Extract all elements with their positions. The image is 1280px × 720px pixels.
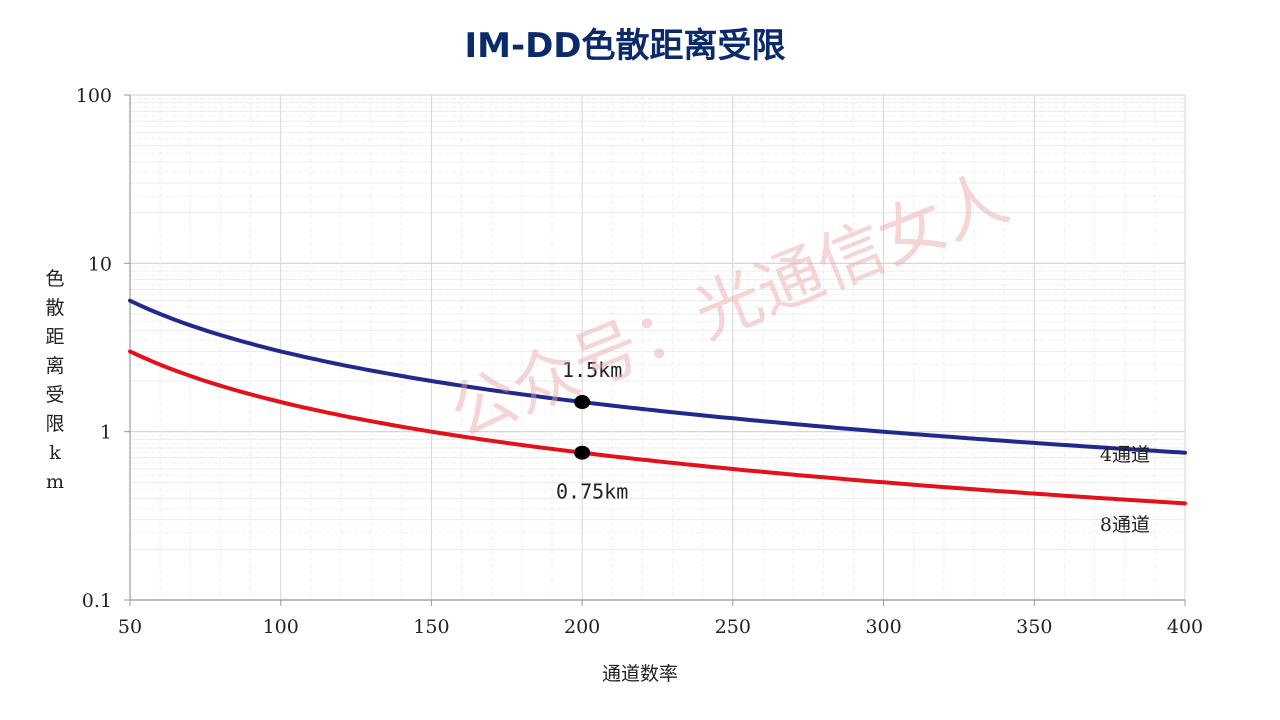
y-tick-label: 0.1	[82, 590, 112, 612]
data-point	[574, 395, 591, 410]
x-tick-label: 200	[564, 616, 600, 638]
x-axis-label: 通道数率	[602, 663, 678, 685]
chart-title: IM-DD色散距离受限	[464, 26, 786, 66]
y-tick-label: 10	[88, 253, 112, 275]
y-tick-label: 1	[100, 422, 112, 444]
y-tick-label: 100	[76, 85, 112, 107]
series-lines	[128, 298, 1187, 506]
x-tick-label: 400	[1167, 616, 1203, 638]
data-label: 1.5km	[562, 358, 622, 382]
data-label: 0.75km	[556, 480, 628, 504]
series-labels: 4通道 8通道	[1100, 444, 1150, 536]
series-label-8ch: 8通道	[1100, 514, 1150, 536]
x-tick-label: 350	[1016, 616, 1052, 638]
data-points: 1.5km 0.75km	[556, 358, 628, 504]
x-tick-label: 300	[865, 616, 901, 638]
x-tick-label: 250	[715, 616, 751, 638]
axes	[124, 94, 1186, 606]
y-tick-labels: 0.1 1 10 100	[76, 85, 112, 612]
x-tick-label: 150	[413, 616, 449, 638]
grid	[129, 94, 1186, 601]
data-point	[574, 445, 591, 460]
series-label-4ch: 4通道	[1100, 444, 1150, 466]
x-tick-labels: 50 100 150 200 250 300 350 400	[118, 616, 1203, 638]
watermark: 公众号：光通信女人	[439, 159, 1019, 453]
series-line-8ch	[128, 349, 1187, 506]
y-axis-label: 色散距离受限 k m	[45, 268, 64, 493]
x-tick-label: 100	[263, 616, 299, 638]
series-line-4ch	[128, 298, 1187, 455]
x-tick-label: 50	[118, 616, 142, 638]
